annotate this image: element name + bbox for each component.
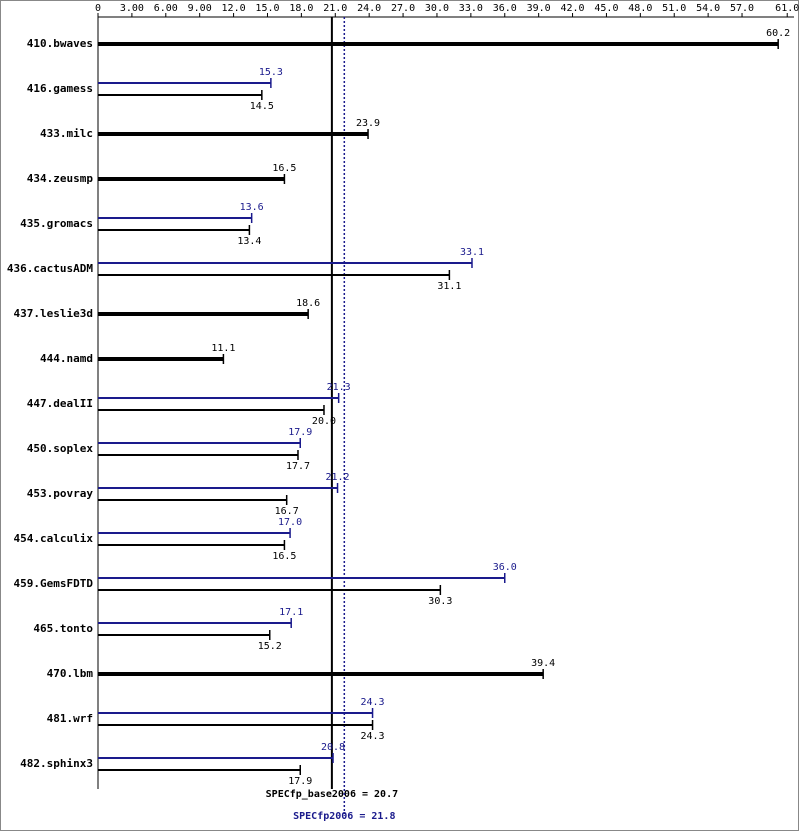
category-label: 481.wrf [47,712,93,725]
x-tick-label: 6.00 [154,3,178,14]
value-label: 31.1 [437,281,461,292]
value-label: 33.1 [460,247,484,258]
x-tick-label: 9.00 [188,3,212,14]
value-label: 39.4 [531,658,555,669]
value-label: 17.7 [286,461,310,472]
value-label: 13.6 [240,202,264,213]
value-label: 11.1 [211,343,235,354]
value-label: 17.9 [288,776,312,787]
x-tick-label: 3.00 [120,3,144,14]
reference-label: SPECfp2006 = 21.8 [293,811,395,822]
category-label: 436.cactusADM [7,262,93,275]
x-tick-label: 0 [95,3,101,14]
category-label: 482.sphinx3 [20,757,93,770]
x-tick-label: 27.0 [391,3,415,14]
category-label: 416.gamess [27,82,93,95]
category-label: 444.namd [40,352,93,365]
value-label: 16.5 [272,551,296,562]
x-tick-label: 57.0 [730,3,754,14]
x-tick-label: 21.0 [323,3,347,14]
value-label: 21.3 [327,382,351,393]
x-tick-label: 54.0 [696,3,720,14]
category-label: 434.zeusmp [27,172,94,185]
category-label: 435.gromacs [20,217,93,230]
category-label: 450.soplex [27,442,94,455]
value-label: 36.0 [493,562,517,573]
category-label: 470.lbm [47,667,94,680]
value-label: 17.1 [279,607,303,618]
value-label: 24.3 [361,697,385,708]
category-label: 454.calculix [14,532,94,545]
x-tick-label: 18.0 [289,3,313,14]
value-label: 20.8 [321,742,345,753]
value-label: 17.0 [278,517,302,528]
value-label: 16.7 [275,506,299,517]
x-tick-label: 36.0 [493,3,517,14]
x-tick-label: 33.0 [459,3,483,14]
x-tick-label: 51.0 [662,3,686,14]
x-tick-label: 15.0 [255,3,279,14]
value-label: 24.3 [361,731,385,742]
category-label: 447.dealII [27,397,93,410]
x-tick-label: 30.0 [425,3,449,14]
value-label: 15.2 [258,641,282,652]
value-label: 17.9 [288,427,312,438]
category-label: 433.milc [40,127,93,140]
reference-label: SPECfp_base2006 = 20.7 [266,789,398,800]
category-label: 459.GemsFDTD [14,577,94,590]
value-label: 21.2 [325,472,349,483]
x-tick-label: 42.0 [560,3,584,14]
value-label: 14.5 [250,101,274,112]
x-tick-label: 39.0 [527,3,551,14]
value-label: 15.3 [259,67,283,78]
category-label: 410.bwaves [27,37,93,50]
value-label: 20.0 [312,416,336,427]
value-label: 13.4 [237,236,261,247]
x-tick-label: 24.0 [357,3,381,14]
x-tick-label: 48.0 [628,3,652,14]
x-tick-label: 45.0 [594,3,618,14]
x-tick-label: 61.0 [775,3,799,14]
category-label: 437.leslie3d [14,307,93,320]
x-tick-label: 12.0 [222,3,246,14]
value-label: 30.3 [428,596,452,607]
category-label: 465.tonto [33,622,93,635]
value-label: 16.5 [272,163,296,174]
category-label: 453.povray [27,487,94,500]
value-label: 23.9 [356,118,380,129]
value-label: 18.6 [296,298,320,309]
value-label: 60.2 [766,28,790,39]
